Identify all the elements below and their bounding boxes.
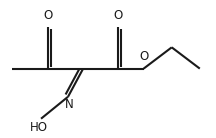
Text: O: O: [113, 9, 122, 22]
Text: O: O: [43, 9, 52, 22]
Text: N: N: [65, 98, 73, 111]
Text: HO: HO: [30, 121, 48, 134]
Text: O: O: [139, 50, 148, 63]
